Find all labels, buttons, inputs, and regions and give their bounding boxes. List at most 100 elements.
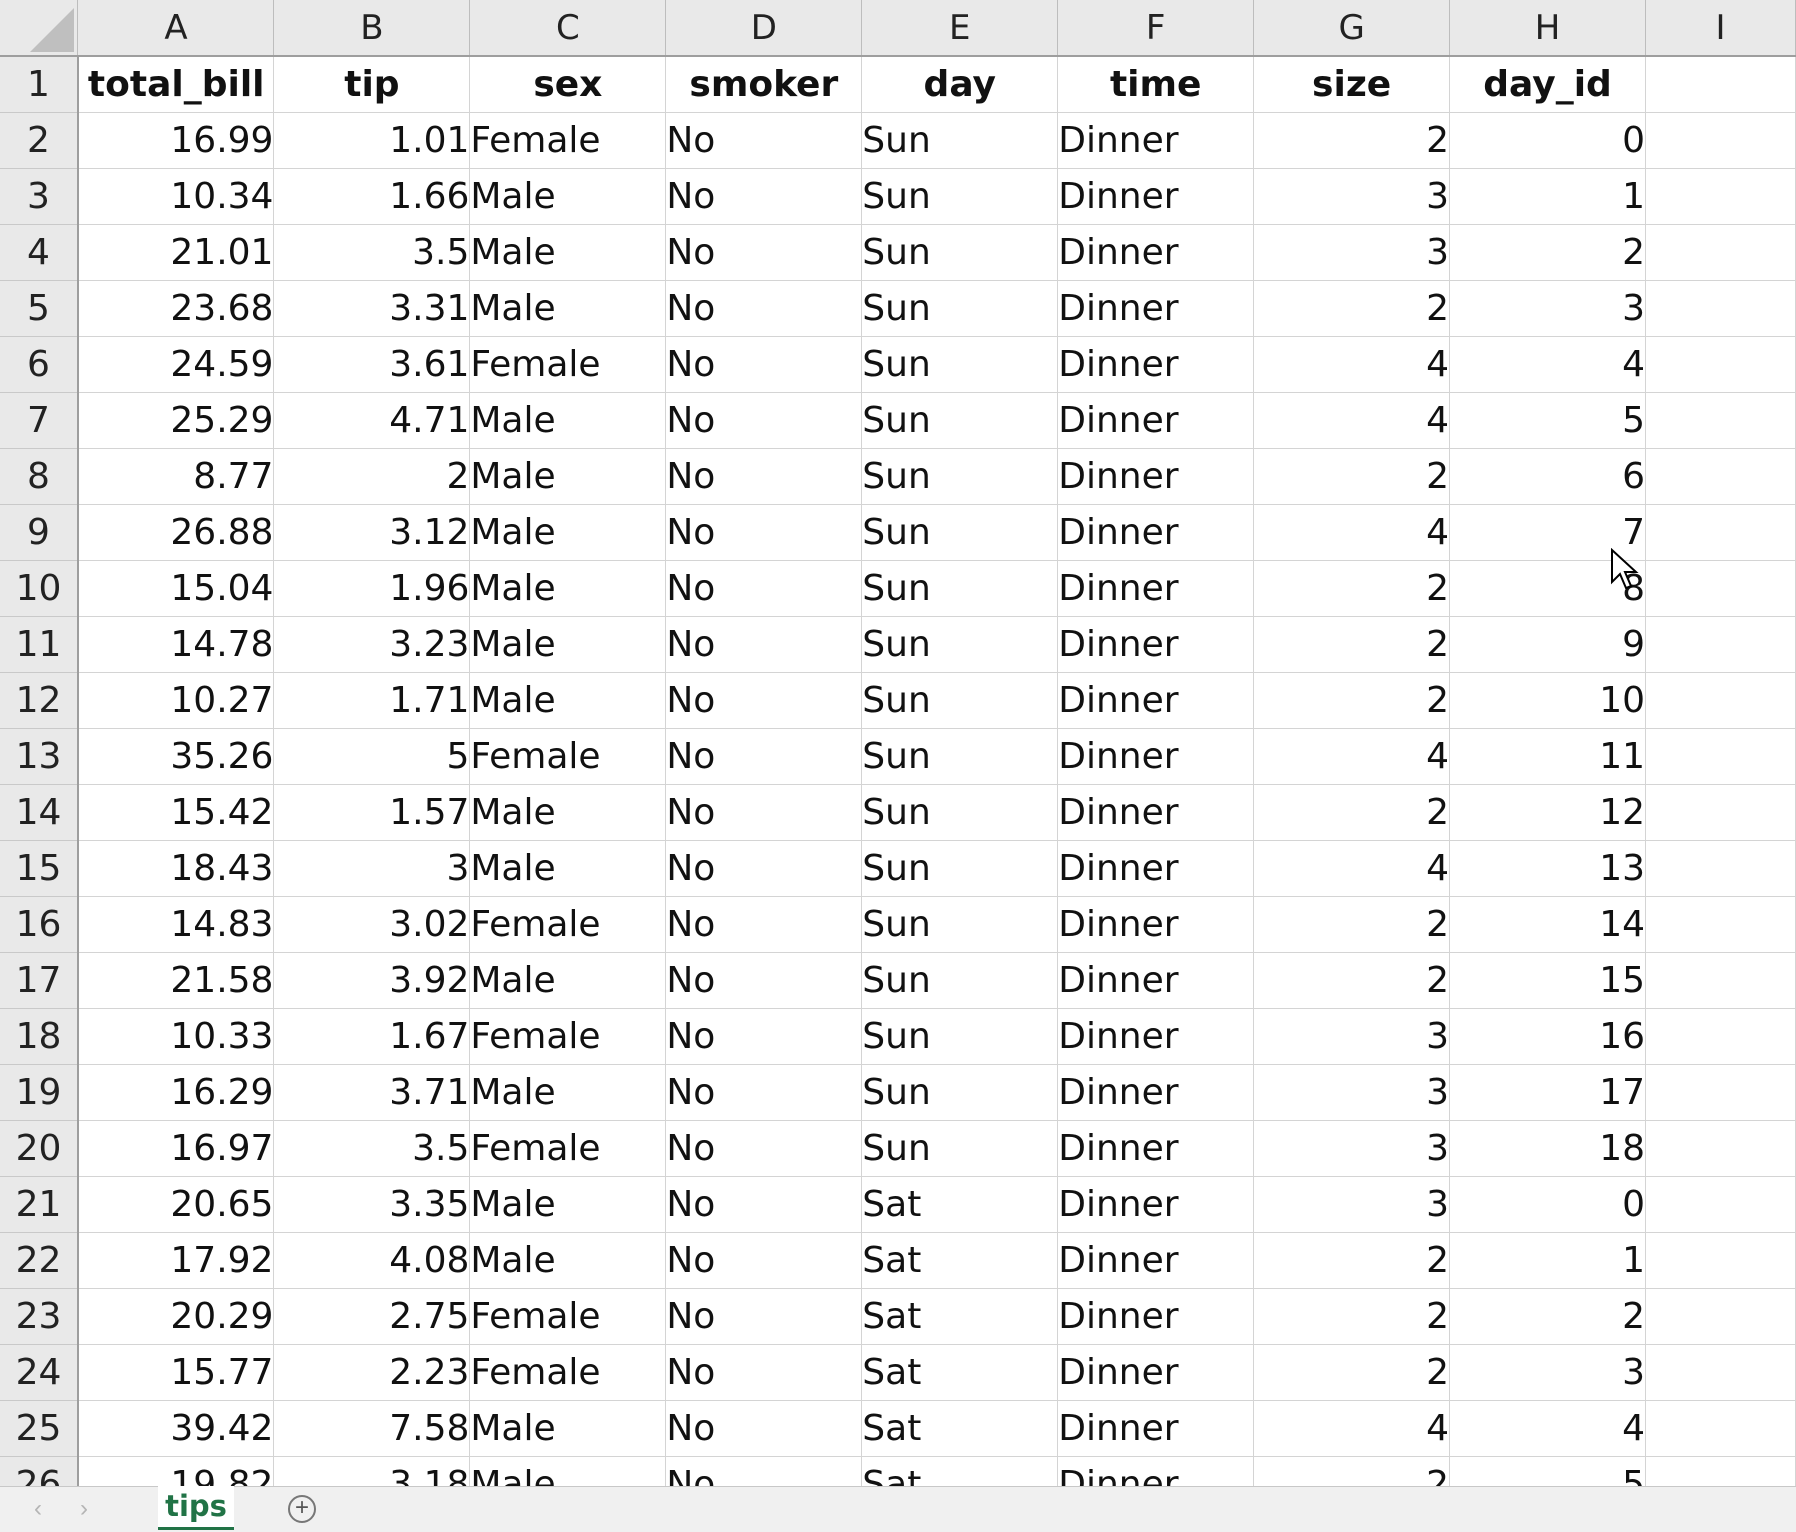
row-header[interactable]: 24 xyxy=(0,1344,79,1401)
cell[interactable]: 18 xyxy=(1449,1120,1647,1177)
cell[interactable]: Sat xyxy=(861,1456,1059,1486)
cell[interactable]: 17.92 xyxy=(77,1232,275,1289)
cell[interactable]: Male xyxy=(469,616,667,673)
cell[interactable]: Sun xyxy=(861,672,1059,729)
cell[interactable]: Male xyxy=(469,560,667,617)
cell[interactable]: No xyxy=(665,504,863,561)
header-cell[interactable]: sex xyxy=(469,56,667,113)
cell[interactable]: 35.26 xyxy=(77,728,275,785)
cell[interactable]: 2 xyxy=(273,448,471,505)
cell[interactable]: 2 xyxy=(1253,1232,1451,1289)
cell[interactable]: 12 xyxy=(1449,784,1647,841)
cell[interactable]: 13 xyxy=(1449,840,1647,897)
cell[interactable]: 19.82 xyxy=(77,1456,275,1486)
cell[interactable]: Female xyxy=(469,1120,667,1177)
header-cell[interactable]: day_id xyxy=(1449,56,1647,113)
cell[interactable]: Dinner xyxy=(1057,672,1255,729)
row-header[interactable]: 21 xyxy=(0,1176,79,1233)
cell[interactable]: 7.58 xyxy=(273,1400,471,1457)
cell[interactable]: 15.42 xyxy=(77,784,275,841)
cell[interactable]: 3 xyxy=(1253,1176,1451,1233)
cell[interactable]: Sun xyxy=(861,448,1059,505)
cell[interactable]: 2.75 xyxy=(273,1288,471,1345)
cell[interactable]: 4 xyxy=(1253,728,1451,785)
cell[interactable]: Sun xyxy=(861,560,1059,617)
cell[interactable]: 2 xyxy=(1253,896,1451,953)
header-cell[interactable]: tip xyxy=(273,56,471,113)
cell[interactable]: 14 xyxy=(1449,896,1647,953)
row-header[interactable]: 3 xyxy=(0,168,79,225)
empty-cell[interactable] xyxy=(1645,1176,1796,1233)
header-cell[interactable]: time xyxy=(1057,56,1255,113)
cell[interactable]: 3 xyxy=(1449,280,1647,337)
cell[interactable]: No xyxy=(665,616,863,673)
cell[interactable]: 3.71 xyxy=(273,1064,471,1121)
cell[interactable]: No xyxy=(665,840,863,897)
cell[interactable]: Male xyxy=(469,1232,667,1289)
cell[interactable]: 16.29 xyxy=(77,1064,275,1121)
cell[interactable]: Dinner xyxy=(1057,112,1255,169)
cell[interactable]: 17 xyxy=(1449,1064,1647,1121)
cell[interactable]: 3.02 xyxy=(273,896,471,953)
cell[interactable]: 3 xyxy=(273,840,471,897)
cell[interactable]: 14.83 xyxy=(77,896,275,953)
row-header[interactable]: 23 xyxy=(0,1288,79,1345)
empty-cell[interactable] xyxy=(1645,280,1796,337)
cell[interactable]: 3 xyxy=(1253,1008,1451,1065)
empty-cell[interactable] xyxy=(1645,1288,1796,1345)
cell[interactable]: 2 xyxy=(1253,1344,1451,1401)
cell[interactable]: 3 xyxy=(1253,224,1451,281)
row-header[interactable]: 26 xyxy=(0,1456,79,1486)
empty-cell[interactable] xyxy=(1645,672,1796,729)
cell[interactable]: No xyxy=(665,1456,863,1486)
cell[interactable]: No xyxy=(665,336,863,393)
cell[interactable]: 2 xyxy=(1253,1456,1451,1486)
cell[interactable]: 3 xyxy=(1253,1064,1451,1121)
empty-cell[interactable] xyxy=(1645,1008,1796,1065)
cell[interactable]: 10.27 xyxy=(77,672,275,729)
cell[interactable]: Dinner xyxy=(1057,392,1255,449)
cell[interactable]: No xyxy=(665,280,863,337)
empty-cell[interactable] xyxy=(1645,952,1796,1009)
empty-cell[interactable] xyxy=(1645,448,1796,505)
empty-cell[interactable] xyxy=(1645,1064,1796,1121)
row-header[interactable]: 22 xyxy=(0,1232,79,1289)
cell[interactable]: Sun xyxy=(861,504,1059,561)
cell[interactable]: 3 xyxy=(1253,168,1451,225)
cell[interactable]: 2 xyxy=(1253,448,1451,505)
cell[interactable]: No xyxy=(665,112,863,169)
column-header-g[interactable]: G xyxy=(1253,0,1451,57)
cell[interactable]: 2 xyxy=(1253,616,1451,673)
header-cell[interactable]: smoker xyxy=(665,56,863,113)
cell[interactable]: 20.29 xyxy=(77,1288,275,1345)
cell[interactable]: Sun xyxy=(861,1064,1059,1121)
row-header[interactable]: 12 xyxy=(0,672,79,729)
cell[interactable]: Sun xyxy=(861,784,1059,841)
header-cell[interactable]: size xyxy=(1253,56,1451,113)
cell[interactable]: 3 xyxy=(1449,1344,1647,1401)
cell[interactable]: 2 xyxy=(1253,280,1451,337)
row-header[interactable]: 7 xyxy=(0,392,79,449)
cell[interactable]: 39.42 xyxy=(77,1400,275,1457)
cell[interactable]: Sat xyxy=(861,1176,1059,1233)
cell[interactable]: Female xyxy=(469,1344,667,1401)
cell[interactable]: No xyxy=(665,1120,863,1177)
cell[interactable]: Sun xyxy=(861,616,1059,673)
cell[interactable]: 25.29 xyxy=(77,392,275,449)
cell[interactable]: 3.12 xyxy=(273,504,471,561)
cell[interactable]: 8.77 xyxy=(77,448,275,505)
header-cell[interactable]: total_bill xyxy=(77,56,275,113)
cell[interactable]: 10 xyxy=(1449,672,1647,729)
cell[interactable]: 4 xyxy=(1253,336,1451,393)
chevron-left-icon[interactable]: ‹ xyxy=(34,1495,42,1522)
cell[interactable]: Sun xyxy=(861,840,1059,897)
empty-cell[interactable] xyxy=(1645,168,1796,225)
cell[interactable]: Dinner xyxy=(1057,1120,1255,1177)
row-header[interactable]: 1 xyxy=(0,56,79,113)
row-header[interactable]: 20 xyxy=(0,1120,79,1177)
cell[interactable]: No xyxy=(665,168,863,225)
cell[interactable]: No xyxy=(665,1064,863,1121)
cell[interactable]: Male xyxy=(469,1064,667,1121)
row-header[interactable]: 18 xyxy=(0,1008,79,1065)
cell[interactable]: 3.92 xyxy=(273,952,471,1009)
